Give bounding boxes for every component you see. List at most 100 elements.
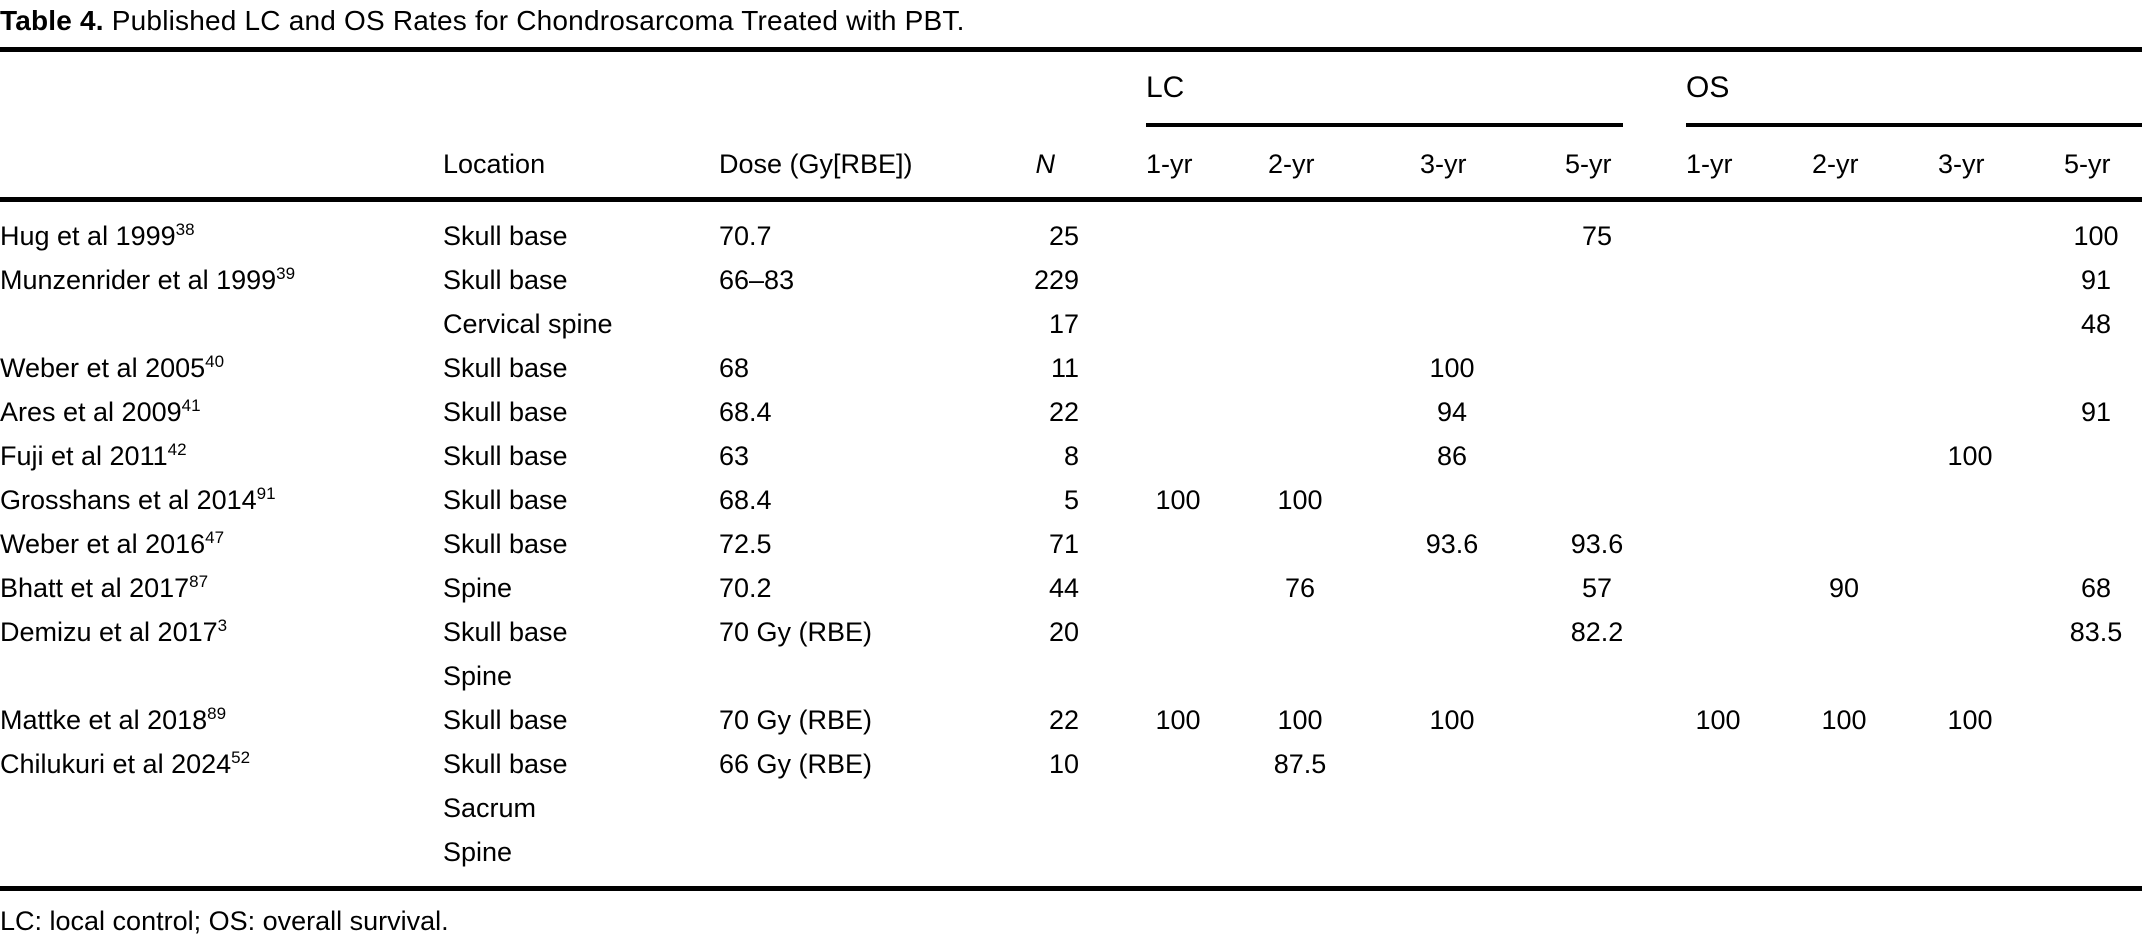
lc-1yr-cell [1146,353,1268,384]
lc-3yr-cell: 100 [1429,704,1475,735]
os-1yr-cell [1686,529,1812,560]
study-cell: Hug et al 199938 [0,221,443,252]
lc-5yr-cell [1565,793,1643,824]
n-cell: 10 [1048,748,1079,779]
location-cell: Spine [443,836,513,867]
n-cell: 20 [1048,616,1079,647]
lc-1yr-cell [1146,309,1268,340]
lc-2yr-cell: 100 [1277,484,1323,515]
os-2yr-cell [1812,485,1938,516]
lc-3yr-cell [1420,221,1565,252]
table-row: Sacrum [0,786,2142,830]
os-3yr-cell [1938,793,2064,824]
dose-cell: 68.4 [719,484,772,515]
study-cell: Bhatt et al 201787 [0,573,443,604]
os-1yr-cell [1686,221,1812,252]
os-1yr-cell [1686,441,1812,472]
os-5yr-cell [2064,529,2142,560]
table-row: Spine [0,830,2142,874]
lc-1yr-cell [1146,617,1268,648]
os-3yr-cell: 100 [1947,704,1993,735]
dose-cell: 68 [719,352,750,383]
os-2yr-cell [1812,397,1938,428]
os-2yr-cell [1812,529,1938,560]
reference-superscript: 38 [175,219,195,239]
lc-2yr-cell: 87.5 [1273,748,1327,779]
study-name: Mattke et al 2018 [0,704,208,735]
os-2yr-cell [1812,221,1938,252]
reference-superscript: 89 [207,703,227,723]
table-row: Mattke et al 201889 Skull base 70 Gy (RB… [0,698,2142,742]
lc-5yr-cell [1565,397,1643,428]
os-1yr-cell [1686,661,1812,692]
location-cell: Spine [443,572,513,603]
lc-3yr-cell: 100 [1429,352,1475,383]
os-1yr-cell [1686,749,1812,780]
location-cell: Skull base [443,220,568,251]
lc-5yr-cell [1565,485,1643,516]
os-5yr-cell: 100 [2073,220,2119,251]
location-cell: Skull base [443,528,568,559]
study-name: Weber et al 2005 [0,352,206,383]
study-cell: Fuji et al 201142 [0,441,443,472]
lc-3yr-cell [1420,837,1565,868]
study-cell: Demizu et al 20173 [0,617,443,648]
reference-superscript: 41 [181,395,201,415]
os-3yr-cell [1938,573,2064,604]
os-1yr-cell [1686,309,1812,340]
dose-col-header: Dose (Gy[RBE]) [719,149,913,179]
os-5yr-cell [2064,661,2142,692]
dose-cell: 63 [719,440,750,471]
n-cell: 25 [1048,220,1079,251]
lc-3yr-cell: 93.6 [1425,528,1479,559]
os-3yr-cell [1938,617,2064,648]
table-row: Demizu et al 20173 Skull base 70 Gy (RBE… [0,610,2142,654]
os-2yr-cell [1812,793,1938,824]
reference-superscript: 47 [205,527,225,547]
study-name: Bhatt et al 2017 [0,572,190,603]
lc-3yr-cell: 94 [1436,396,1468,427]
os-1yr-cell [1686,397,1812,428]
study-cell: Ares et al 200941 [0,397,443,428]
os-5yr-cell: 91 [2080,264,2112,295]
n-cell: 8 [1063,440,1079,471]
lc-2yr-cell: 76 [1284,572,1316,603]
group-header-row: LC OS [0,52,2142,127]
group-header-gap [1623,52,1686,127]
study-cell: Grosshans et al 201491 [0,485,443,516]
table-row: Grosshans et al 201491 Skull base 68.4 5… [0,478,2142,522]
table-footnote: LC: local control; OS: overall survival. [0,906,449,936]
lc-5yr-cell [1565,309,1643,340]
dose-cell: 68.4 [719,396,772,427]
lc-1yr-cell [1146,573,1268,604]
table-body: Hug et al 199938 Skull base 70.7 25 75 1… [0,202,2142,874]
table-row: Munzenrider et al 199939 Skull base 66–8… [0,258,2142,302]
spacer [0,874,2142,886]
table-row: Cervical spine 17 48 [0,302,2142,346]
os-5yr-cell: 91 [2080,396,2112,427]
location-cell: Sacrum [443,792,537,823]
top-rule [0,47,2142,52]
table-row: Chilukuri et al 202452 Skull base 66 Gy … [0,742,2142,786]
study-name: Fuji et al 2011 [0,440,168,471]
lc-1yr-cell [1146,793,1268,824]
lc-3yr-cell [1420,661,1565,692]
os-1yr-cell [1686,837,1812,868]
lc-5yr-cell [1565,837,1643,868]
lc-5yr-cell [1565,749,1643,780]
os-1yr-cell [1686,793,1812,824]
os-5yr-cell [2064,705,2142,736]
os-1yr-cell [1686,573,1812,604]
lc-2yr-cell [1268,309,1420,340]
study-cell: Weber et al 201647 [0,529,443,560]
group-gap [1643,180,1686,197]
location-cell: Cervical spine [443,308,613,339]
os-2yr-cell [1812,661,1938,692]
os-3yr-col-header: 3-yr [1938,149,1985,179]
lc-2yr-cell [1268,397,1420,428]
table-row: Hug et al 199938 Skull base 70.7 25 75 1… [0,214,2142,258]
n-cell: 17 [1048,308,1079,339]
n-cell: 5 [1063,484,1079,515]
os-2yr-cell [1812,749,1938,780]
os-3yr-cell: 100 [1947,440,1993,471]
